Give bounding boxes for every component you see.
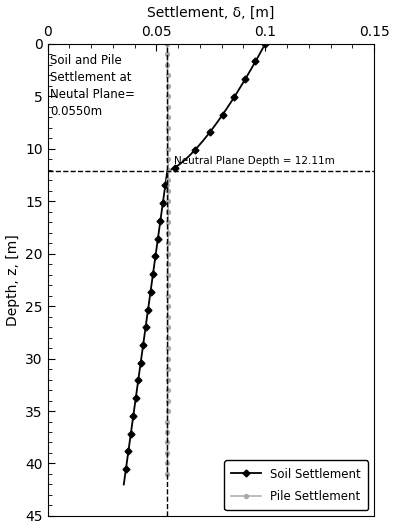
Soil Settlement bbox=[121, 481, 126, 488]
Soil Settlement bbox=[213, 122, 217, 129]
Text: Neutral Plane Depth = 12.11m: Neutral Plane Depth = 12.11m bbox=[174, 156, 335, 165]
Soil Settlement bbox=[127, 444, 132, 450]
Pile Settlement bbox=[166, 332, 170, 338]
Soil Settlement bbox=[253, 58, 258, 65]
Legend: Soil Settlement, Pile Settlement: Soil Settlement, Pile Settlement bbox=[224, 461, 368, 510]
Pile Settlement bbox=[165, 471, 170, 477]
Y-axis label: Depth, z, [m]: Depth, z, [m] bbox=[6, 234, 20, 326]
Pile Settlement bbox=[165, 374, 170, 380]
Pile Settlement bbox=[165, 83, 170, 89]
Pile Settlement bbox=[165, 54, 170, 60]
Pile Settlement bbox=[165, 41, 170, 47]
Line: Pile Settlement: Pile Settlement bbox=[166, 42, 170, 476]
Pile Settlement bbox=[166, 198, 171, 205]
Soil Settlement bbox=[263, 41, 268, 47]
Soil Settlement bbox=[124, 459, 129, 465]
X-axis label: Settlement, δ, [m]: Settlement, δ, [m] bbox=[147, 5, 275, 20]
Soil Settlement bbox=[181, 158, 186, 164]
Soil Settlement bbox=[248, 67, 253, 74]
Text: Soil and Pile
Settlement at
Neutal Plane=
0.0550m: Soil and Pile Settlement at Neutal Plane… bbox=[50, 54, 135, 118]
Line: Soil Settlement: Soil Settlement bbox=[121, 41, 268, 487]
Pile Settlement bbox=[166, 91, 170, 97]
